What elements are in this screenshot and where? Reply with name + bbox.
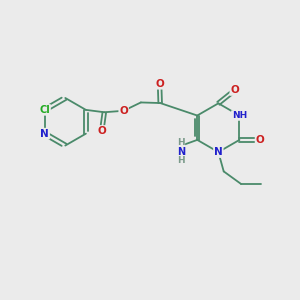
Text: O: O (98, 126, 106, 136)
Text: O: O (155, 79, 164, 89)
Text: NH: NH (232, 111, 247, 120)
Text: N: N (177, 147, 185, 157)
Text: N: N (214, 147, 223, 157)
Text: H: H (177, 138, 185, 147)
Text: Cl: Cl (39, 105, 50, 115)
Text: O: O (230, 85, 239, 95)
Text: H: H (177, 156, 185, 165)
Text: O: O (256, 135, 264, 145)
Text: O: O (119, 106, 128, 116)
Text: N: N (40, 129, 49, 139)
